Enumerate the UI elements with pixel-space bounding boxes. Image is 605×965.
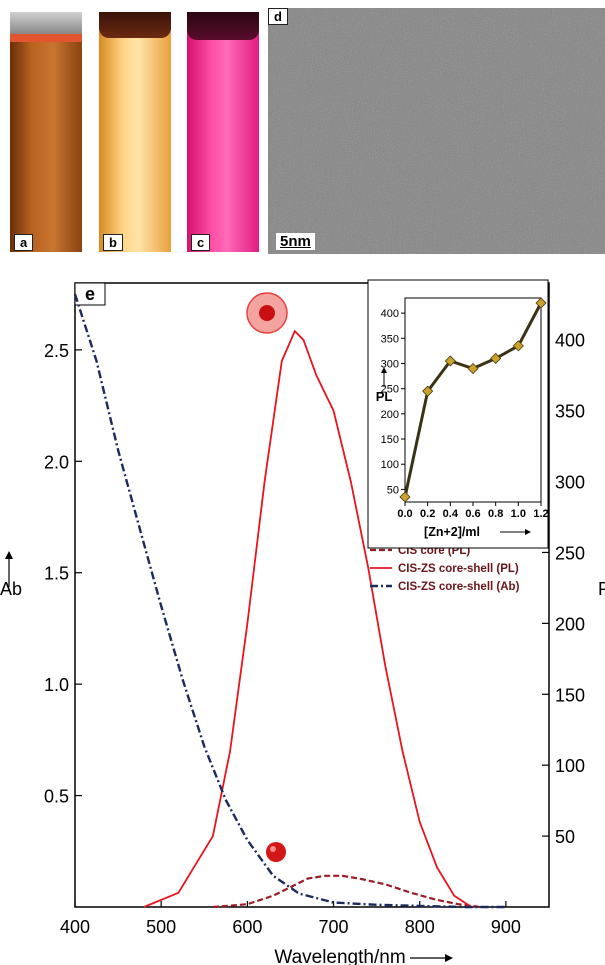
core-sphere-highlight [270,846,276,852]
y-right-tick-label: 200 [555,614,585,634]
inset-x-axis-label: [Zn+2]/ml [424,525,480,539]
vial-photo-a: a [10,12,82,252]
y-left-tick-label: 1.0 [44,675,69,695]
scale-bar-label: 5nm [276,233,315,250]
inset-y-tick-label: 150 [381,434,399,446]
tem-image: d 5nm [268,8,605,254]
panel-label-d: d [268,8,288,25]
y-right-tick-label: 100 [555,756,585,776]
inset-y-tick-label: 200 [381,409,399,421]
inset-y-tick-label: 50 [387,484,399,496]
vial-cap [10,12,82,34]
panel-label-b: b [103,234,123,251]
inset-data-point [490,352,502,365]
inset-y-tick-label: 300 [381,358,399,370]
series-line-2 [143,329,472,908]
y-right-tick-label: 350 [555,402,585,422]
y-left-arrowhead [5,551,13,559]
legend-label: CIS-ZS core-shell (Ab) [398,581,520,593]
vial-cap [187,12,259,40]
x-tick-label: 500 [146,917,176,937]
spectrum-chart: e 400 500 600 700 800 900 Wavelength/nm 0.5 1.0 1.… [0,279,605,965]
y-left-axis-label: Ab [0,579,22,599]
y-left-tick-label: 2.5 [44,341,69,361]
inset-y-arrowhead [381,367,387,373]
panel-label-e: e [85,284,95,304]
plot-frame [74,282,550,908]
inset-y-tick-label: 250 [381,384,399,396]
inset-x-tick-label: 0.2 [420,508,435,520]
x-tick-label: 600 [232,917,262,937]
vial-cap [99,12,171,38]
inset-x-tick-label: 0.6 [465,508,480,520]
x-tick-label: 700 [319,917,349,937]
y-right-tick-label: 50 [555,827,575,847]
y-right-tick-label: 400 [555,331,585,351]
vial-photo-b: b [99,12,171,252]
inset-data-point [467,362,479,375]
inset-x-arrowhead [525,529,531,535]
core-sphere-icon [266,842,286,862]
inset-y-tick-label: 400 [381,308,399,320]
series-line-1 [212,874,481,909]
x-tick-label: 900 [491,917,521,937]
panel-label-box [74,282,106,306]
y-left-tick-label: 2.0 [44,452,69,472]
series-line-3 [73,293,506,909]
inset-y-tick-label: 350 [381,333,399,345]
inset-data-point [444,355,456,367]
inset-x-tick-label: 1.0 [511,508,526,520]
x-axis-arrowhead [445,954,453,962]
legend-label: CIS-ZS core-shell (PL) [398,563,519,575]
inset-data-point [422,385,434,397]
panel-label-a: a [14,234,34,251]
inset-data-point [535,297,547,309]
x-tick-label: 400 [60,917,90,937]
inset-x-tick-label: 0.0 [397,508,412,520]
x-axis-label: Wavelength/nm [274,947,405,965]
vial-photo-c: c [187,12,259,252]
y-right-tick-label: 150 [555,685,585,705]
tem-texture [268,8,605,254]
inset-y-axis-label: PL [376,389,393,404]
inset-data-point [512,340,524,352]
inset-data-point [399,491,411,503]
y-left-tick-label: 1.5 [44,564,69,584]
vial-meniscus [10,34,82,42]
x-tick-label: 800 [405,917,435,937]
inset-y-tick-label: 100 [381,459,399,471]
y-left-tick-label: 0.5 [44,787,69,807]
panel-label-c: c [191,234,211,251]
inset-x-tick-label: 0.4 [443,508,459,520]
y-right-tick-label: 300 [555,473,585,493]
core-sphere-inner [259,305,275,321]
inset-x-tick-label: 1.2 [533,508,548,520]
inset-x-tick-label: 0.8 [488,508,503,520]
y-right-axis-label: P [598,579,605,599]
y-right-tick-label: 250 [555,543,585,563]
